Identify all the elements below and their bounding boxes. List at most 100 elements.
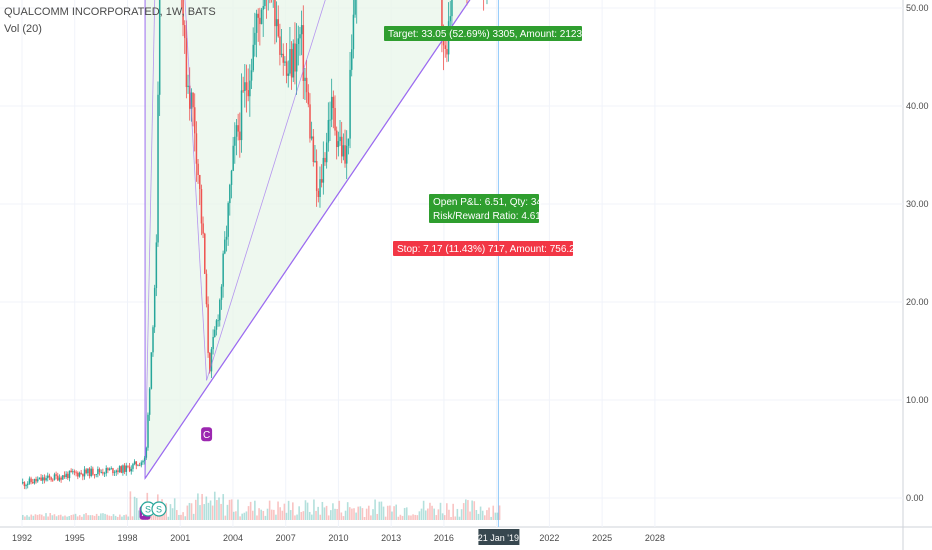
candle-body (115, 470, 118, 473)
candle-body (260, 9, 263, 25)
time-axis-tick: 2013 (381, 533, 401, 543)
candle-body (123, 465, 126, 472)
candle-body (214, 329, 216, 337)
candle-body (289, 49, 291, 74)
candle-body (77, 472, 79, 477)
volume-bar (268, 500, 271, 520)
volume-bar (458, 516, 461, 520)
candle-body (122, 465, 124, 473)
time-axis-tick: 2022 (539, 533, 559, 543)
candle-body (227, 203, 229, 237)
candle-body (103, 473, 106, 475)
volume-bar (74, 513, 77, 520)
chart-pane[interactable] (0, 0, 903, 527)
volume-bar (121, 516, 123, 520)
pattern-point-c-label: C (203, 430, 210, 441)
candle-body (322, 157, 325, 183)
candle-body (190, 92, 193, 109)
candle-body (47, 475, 49, 479)
time-axis-tick: 1995 (65, 533, 85, 543)
volume-bar (427, 508, 429, 520)
volume-bar (95, 513, 98, 520)
volume-bar (70, 515, 73, 520)
candle-body (138, 465, 141, 467)
volume-bar (104, 513, 106, 520)
volume-bar (235, 511, 237, 520)
risk-reward-label: Risk/Reward Ratio: 4.61 (433, 211, 541, 222)
volume-bar (36, 514, 39, 520)
candle-body (185, 38, 188, 88)
candle-body (354, 0, 356, 15)
candle-body (110, 468, 113, 469)
candle-body (327, 120, 330, 143)
candle-body (449, 16, 452, 22)
volume-bar (114, 515, 117, 520)
volume-bar (469, 511, 471, 520)
volume-bar (91, 515, 94, 520)
candle-body (97, 469, 99, 475)
volume-bar (184, 516, 187, 520)
volume-bar (281, 510, 284, 520)
volume-bar (182, 512, 184, 520)
volume-bar (78, 515, 81, 520)
volume-bar (496, 512, 499, 520)
volume-bar (342, 516, 345, 520)
volume-bar (454, 516, 457, 520)
volume-bar (254, 500, 256, 520)
candle-body (95, 474, 97, 475)
candle-body (347, 138, 350, 146)
candle-body (297, 38, 300, 45)
volume-indicator-label[interactable]: Vol (20) (4, 23, 42, 35)
volume-bar (460, 509, 463, 520)
symbol-title[interactable]: QUALCOMM INCORPORATED, 1W, BATS (4, 6, 216, 18)
candle-body (264, 0, 266, 7)
candle-body (344, 145, 346, 164)
volume-bar (51, 515, 54, 520)
volume-bar (294, 515, 296, 520)
volume-bar (34, 514, 37, 520)
candle-body (108, 468, 111, 471)
pattern-leg (184, 0, 207, 381)
time-axis[interactable]: 1992 1995 1998 2001 2004 2007 2010 2013 2016 2022… (12, 529, 665, 545)
candle-body (65, 473, 67, 478)
volume-bar (429, 502, 431, 520)
volume-bar (180, 514, 182, 520)
candle-body (352, 14, 355, 50)
volume-bar (395, 504, 397, 520)
volume-bar (465, 499, 467, 520)
price-axis-tick: 30.00 (906, 199, 929, 209)
candle-body (444, 45, 447, 49)
price-axis-tick: 50.00 (906, 3, 929, 13)
candle-body (314, 161, 316, 162)
candle-body (319, 179, 321, 197)
candle-body (230, 170, 233, 185)
target-label-bg (384, 26, 582, 41)
volume-bar (481, 510, 484, 520)
candle-body (254, 32, 256, 45)
candle-body (262, 6, 264, 10)
volume-bar (30, 514, 33, 520)
open-pnl-label-bg (429, 194, 539, 209)
candle-body (42, 477, 44, 481)
time-axis-tick: 2025 (592, 533, 612, 543)
volume-bar (125, 514, 127, 520)
candle-body (189, 85, 191, 109)
price-axis[interactable]: 100.0090.0080.0070.0060.0050.0040.0030.0… (906, 0, 932, 503)
volume-bar (190, 503, 193, 520)
volume-bar (53, 514, 56, 520)
volume-bar (386, 505, 389, 520)
candle-body (294, 43, 296, 72)
volume-bar (437, 509, 440, 520)
pattern-leg (206, 0, 326, 381)
candle-body (135, 461, 138, 466)
drawings-front[interactable]: ABCDSSTarget: 33.05 (52.69%) 3305, Amoun… (139, 0, 668, 520)
volume-bar (467, 500, 469, 520)
volume-bar (462, 503, 465, 520)
volume-bar (201, 493, 203, 520)
time-axis-tick: 1998 (117, 533, 137, 543)
volume-bar (403, 507, 406, 520)
volume-bar (486, 510, 488, 520)
volume-bar (422, 500, 425, 520)
volume-bar (260, 509, 262, 520)
